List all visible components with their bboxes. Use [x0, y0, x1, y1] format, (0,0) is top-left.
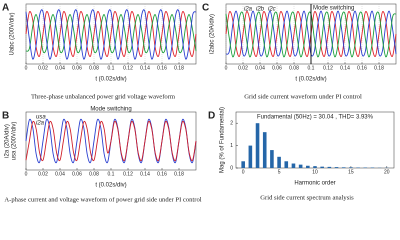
x-tick-label: 0.02: [38, 65, 48, 71]
x-tick-label: 0.1: [108, 65, 115, 71]
caption: Grid side current waveform under PI cont…: [244, 94, 362, 101]
x-tick-label: 0.04: [55, 65, 65, 71]
caption: Three-phase unbalanced power grid voltag…: [31, 94, 176, 101]
x-tick-label: 0.12: [323, 65, 333, 71]
y-axis-label: Uabc (200V/div): [10, 12, 16, 55]
annotation: Mode switching: [90, 107, 131, 113]
bar: [284, 161, 289, 168]
bar: [341, 167, 346, 168]
y-axis-label: i2a (20A/div): [5, 124, 11, 158]
bar: [313, 166, 317, 168]
bar: [241, 161, 245, 168]
x-tick-label: 0.16: [357, 65, 367, 71]
x-axis-label: Harmonic order: [294, 181, 335, 187]
bar: [320, 166, 324, 168]
x-tick-label: 0.1: [308, 65, 315, 71]
x-tick-label: 5: [278, 169, 281, 175]
x-tick-label: 0: [25, 65, 28, 71]
y-tick-label: 1: [230, 143, 233, 149]
x-tick-label: 0.12: [123, 171, 133, 177]
x-tick-label: 0: [25, 171, 28, 177]
x-tick-label: 0.08: [89, 171, 99, 177]
series-line: [25, 9, 197, 60]
y-axis-label: i2abc (20A/div): [210, 14, 216, 54]
bar: [277, 156, 281, 168]
x-tick-label: 0.08: [289, 65, 299, 71]
y-tick-label: 0: [230, 165, 233, 171]
x-tick-label: 0.18: [174, 171, 184, 177]
bar: [270, 150, 274, 168]
bar: [291, 163, 296, 168]
plot-area: [235, 111, 395, 169]
y-tick-label: 2: [230, 121, 233, 127]
figure: A Three-phase unbalanced power grid volta…: [2, 3, 397, 204]
series-line: [25, 14, 197, 54]
x-tick-label: 10: [312, 169, 318, 175]
x-tick-label: 0: [242, 169, 245, 175]
y-axis-label: Mag (% of Fundamental): [220, 107, 226, 173]
bar: [327, 166, 332, 168]
bar: [334, 167, 339, 168]
subtitle: Fundamental (50Hz) = 30.04 , THD= 3.93%: [257, 115, 374, 121]
x-tick-label: 0.02: [238, 65, 248, 71]
series-label: i2b: [256, 7, 265, 13]
x-tick-label: 0.12: [123, 65, 133, 71]
x-tick-label: 0.18: [374, 65, 384, 71]
series-label: usa: [36, 115, 46, 121]
x-tick-label: 0.14: [140, 171, 150, 177]
x-axis-label: t (0.02s/div): [295, 77, 326, 83]
annotation: Mode switching: [313, 6, 354, 12]
series-line: [25, 120, 197, 162]
x-tick-label: 0: [225, 65, 228, 71]
x-tick-label: 0.06: [72, 65, 82, 71]
series-label: i2a: [244, 7, 253, 13]
x-tick-label: 20: [384, 169, 390, 175]
bar: [255, 123, 260, 168]
bar: [298, 164, 303, 168]
x-axis-label: t (0.02s/div): [95, 183, 126, 189]
y-axis-label: usa (200V/div): [12, 122, 18, 161]
x-tick-label: 0.1: [108, 171, 115, 177]
x-tick-label: 0.08: [89, 65, 99, 71]
x-tick-label: 0.04: [255, 65, 265, 71]
bar: [248, 145, 253, 168]
caption: Grid side current spectrum analysis: [260, 195, 354, 202]
x-tick-label: 0.14: [140, 65, 150, 71]
bar: [349, 167, 353, 168]
bar: [262, 132, 267, 168]
x-tick-label: 0.06: [272, 65, 282, 71]
x-tick-label: 0.18: [174, 65, 184, 71]
x-tick-label: 0.04: [55, 171, 65, 177]
panel-label: A: [2, 3, 9, 14]
panel-label: B: [2, 111, 9, 122]
x-axis-label: t (0.02s/div): [95, 77, 126, 83]
series-label: i2a: [36, 121, 45, 127]
series-line: [25, 11, 197, 57]
x-tick-label: 15: [348, 169, 354, 175]
bar: [306, 165, 310, 168]
x-tick-label: 0.06: [72, 171, 82, 177]
x-tick-label: 0.02: [38, 171, 48, 177]
panel-label: C: [202, 3, 209, 14]
series-label: i2c: [268, 7, 276, 13]
x-tick-label: 0.16: [157, 171, 167, 177]
panel-label: D: [208, 111, 215, 122]
x-tick-label: 0.14: [340, 65, 350, 71]
x-tick-label: 0.16: [157, 65, 167, 71]
caption: A-phase current and voltage waveform of …: [4, 197, 201, 204]
